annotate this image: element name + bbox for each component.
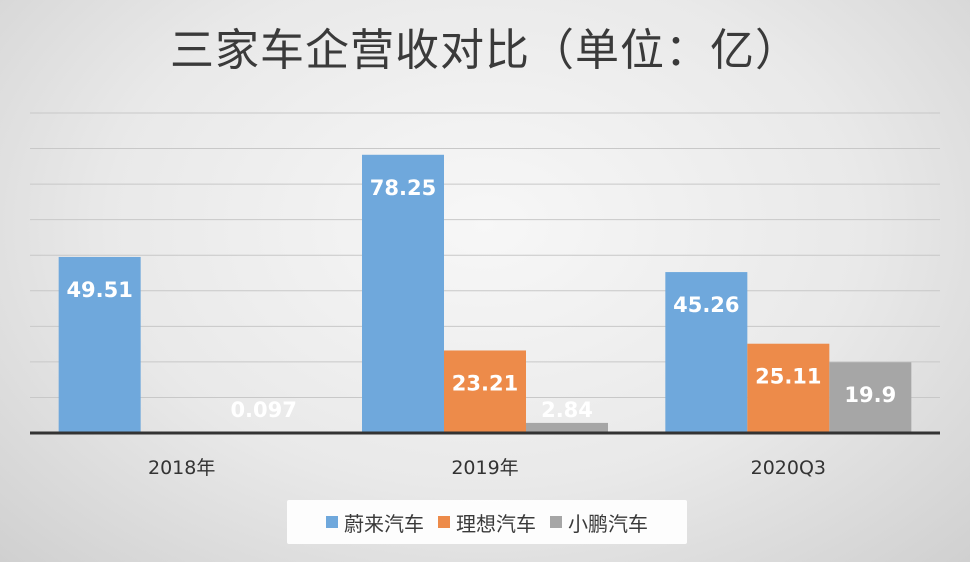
legend-item: 小鹏汽车: [550, 508, 648, 537]
data-label: 49.51: [66, 278, 132, 302]
bar: [665, 272, 748, 433]
bar: [747, 343, 830, 433]
bar: [829, 362, 912, 433]
bar: [58, 256, 141, 433]
data-label: 45.26: [673, 293, 739, 317]
data-label: 2.84: [541, 398, 593, 422]
bar: [444, 350, 526, 433]
x-tick-label: 2019年: [451, 457, 518, 479]
legend-swatch: [326, 516, 338, 528]
legend-swatch: [438, 516, 450, 528]
legend-swatch: [550, 516, 562, 528]
data-label: 0.097: [230, 398, 296, 422]
data-label: 23.21: [452, 371, 518, 395]
x-tick-label: 2020Q3: [751, 457, 826, 479]
chart-title: 三家车企营收对比（单位：亿）: [170, 25, 800, 76]
x-tick-label: 2018年: [148, 457, 215, 479]
legend-item: 理想汽车: [438, 508, 536, 537]
data-label: 19.9: [844, 383, 896, 407]
legend-label: 蔚来汽车: [344, 511, 424, 536]
data-label: 78.25: [370, 176, 436, 200]
legend-label: 理想汽车: [456, 511, 536, 536]
bar: [362, 154, 444, 433]
legend-item: 蔚来汽车: [326, 508, 424, 537]
data-label: 25.11: [755, 365, 821, 389]
legend-label: 小鹏汽车: [568, 511, 648, 536]
chart-legend: 蔚来汽车 理想汽车 小鹏汽车: [287, 500, 687, 544]
bar: [526, 422, 608, 433]
